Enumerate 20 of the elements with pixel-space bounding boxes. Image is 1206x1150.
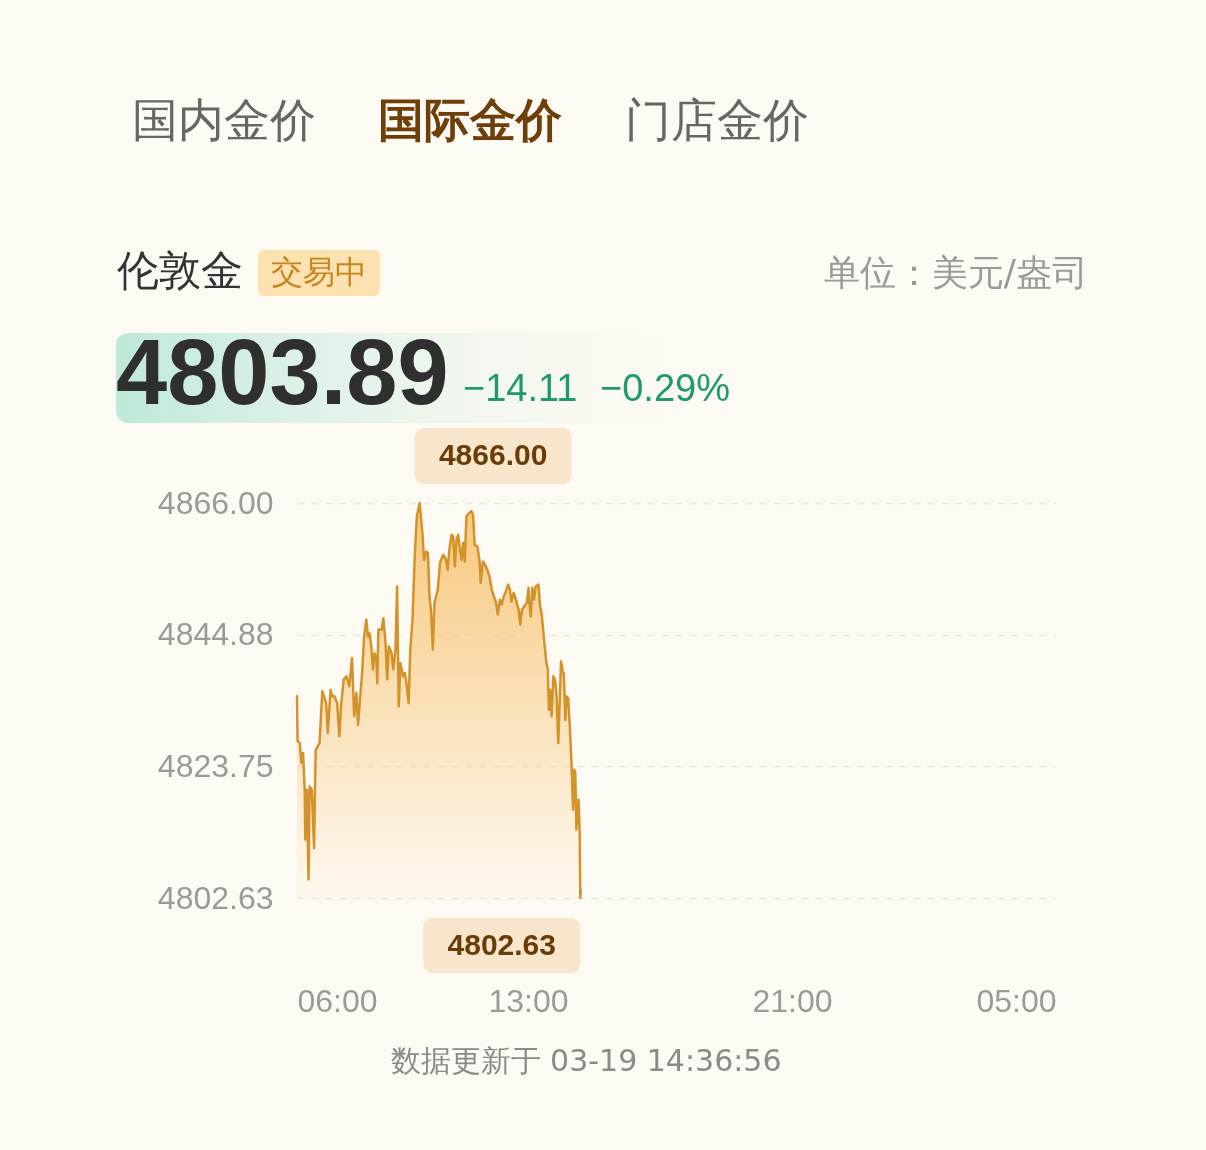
annotation: 4866.00	[438, 438, 548, 471]
text: 国际金价	[378, 93, 562, 147]
x-tick-label: 13:00	[488, 982, 569, 1019]
annotation: 4802.63	[447, 927, 556, 961]
text: −0.29%	[600, 367, 730, 409]
text: −14.11	[463, 367, 578, 409]
text: 单位：美元/盎司	[823, 252, 1088, 293]
y-tick-label: 4844.88	[157, 616, 274, 653]
chart-title: 伦敦金	[117, 246, 243, 295]
x-tick-label: 06:00	[297, 982, 378, 1019]
x-tick-label: 05:00	[976, 982, 1057, 1019]
text: 国内金价	[132, 93, 316, 147]
text: 4803.89	[116, 321, 449, 423]
text: 数据更新于 03-19 14:36:56	[390, 1043, 782, 1078]
y-tick-label: 4866.00	[157, 484, 274, 521]
text: 门店金价	[625, 93, 809, 147]
text: 交易中	[271, 253, 367, 291]
y-tick-label: 4802.63	[157, 879, 274, 916]
y-tick-label: 4823.75	[157, 747, 274, 784]
x-tick-label: 21:00	[752, 982, 833, 1019]
